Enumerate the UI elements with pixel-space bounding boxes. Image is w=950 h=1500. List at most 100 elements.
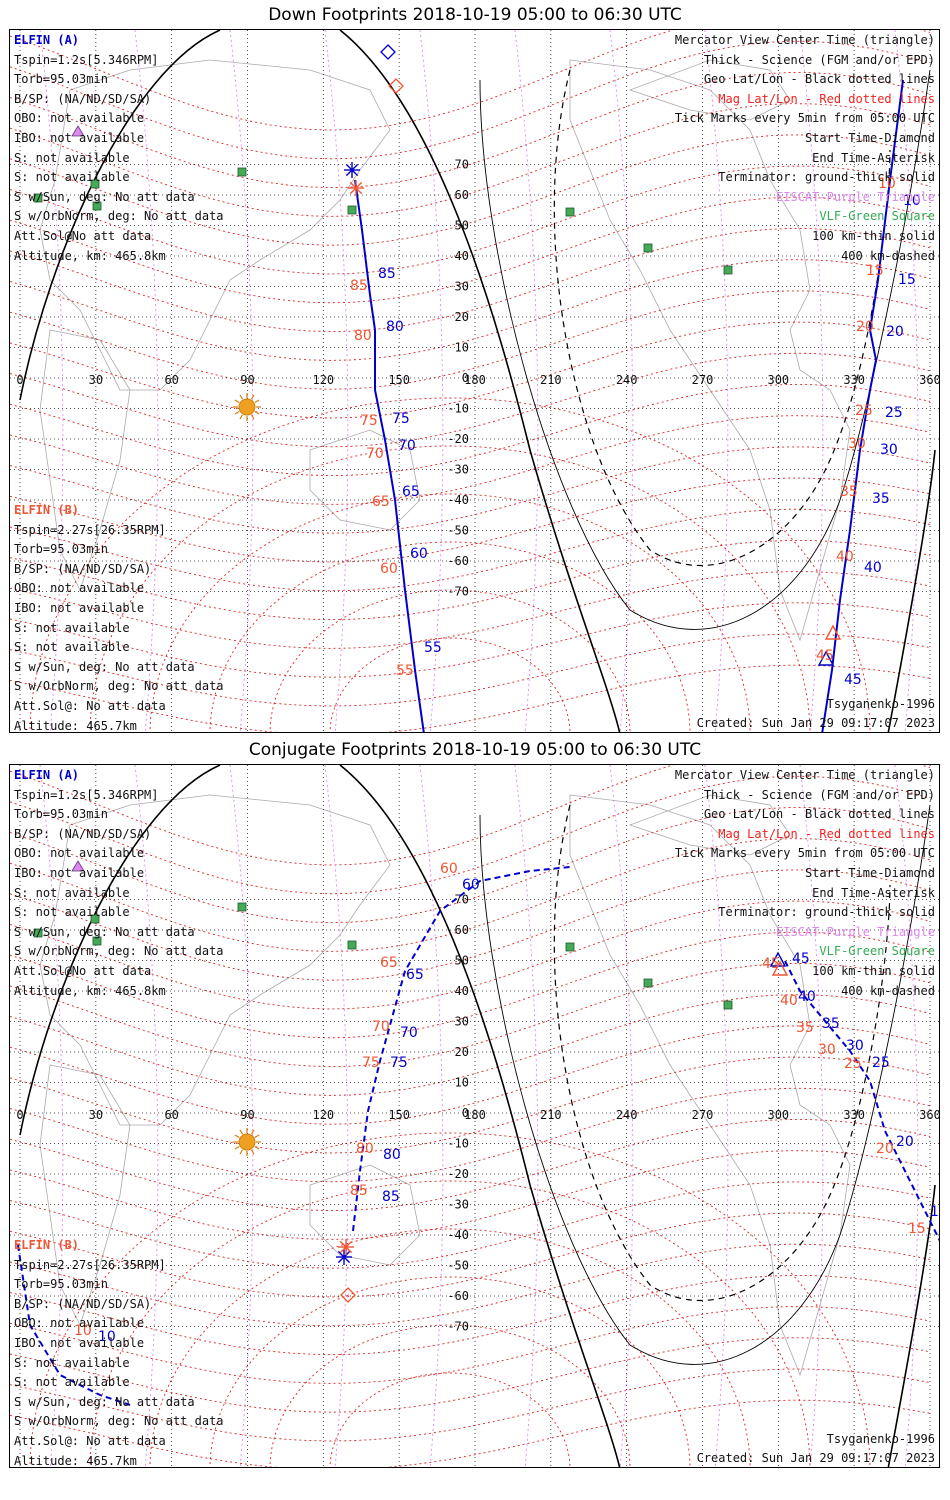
lat-tick-label: 70	[455, 158, 469, 172]
legend-line: End Time-Asterisk	[812, 150, 935, 165]
vlf-square-icon	[237, 902, 247, 912]
elfin-b-info-line: S: not available	[14, 620, 130, 635]
lon-tick-label: 180	[464, 373, 486, 387]
mag-lat-line-3	[10, 103, 931, 217]
mag-lat-line-12	[10, 1119, 931, 1212]
lon-tick-label: 0	[16, 1108, 23, 1122]
mag-lat-line-11	[10, 352, 931, 448]
sun-ray	[239, 414, 244, 420]
elfin-b-info-line: OBO: not available	[14, 581, 145, 596]
elfin-b-info-line: S: not available	[14, 1375, 130, 1390]
vlf-square-icon	[90, 179, 100, 189]
mag-lon-arc-1	[269, 589, 631, 732]
asterisk-stroke	[337, 1250, 351, 1264]
eiscat-line-6	[609, 765, 634, 1467]
vlf-square-icon	[90, 914, 100, 924]
elfin-a-tick-label: 75	[392, 411, 410, 427]
vlf-square-icon	[643, 978, 653, 988]
elfin-a-info-line: OBO: not available	[14, 111, 145, 126]
coastline-1	[39, 329, 131, 592]
map-canvas: 0 30 60 90 120 150 180 210 240 270 300 330 360706050…	[10, 30, 939, 732]
lat-tick-label: 0	[462, 1106, 469, 1120]
elfin-a-tick-label: 55	[424, 640, 442, 656]
mag-lat-line-20	[10, 633, 931, 707]
elfin-a-tick-label: 10	[903, 193, 921, 209]
sun-icon	[233, 1128, 261, 1156]
elfin-a-info-line: Tspin=1.2s[5.346RPM]	[14, 52, 159, 67]
vlf-square-icon	[643, 243, 653, 253]
mag-lon-arc-4	[89, 445, 811, 732]
mag-lat-line-8	[10, 259, 931, 361]
lat-tick-label: 70	[455, 893, 469, 907]
eiscat-line-0	[39, 30, 64, 732]
mag-lat-line-4	[10, 869, 931, 981]
elfin-b-info-line: Altitude: 465.7km	[14, 1453, 137, 1468]
elfin-a-info-line: S w/Sun, deg: No att data	[14, 189, 195, 204]
elfin-a-tick-label: 70	[398, 438, 416, 454]
eiscat-line-4	[419, 765, 444, 1467]
elfin-b-tick-label: 25	[844, 1056, 862, 1072]
elfin-a-info-line: S w/OrbNorm, deg: No att data	[14, 209, 224, 224]
elfin-a-tick-label: 35	[872, 491, 890, 507]
sun-ray	[254, 399, 260, 404]
mag-lat-line-16	[10, 1243, 931, 1327]
elfin-b-tick-label: 60	[440, 861, 458, 877]
terminator-far-east	[887, 1184, 936, 1467]
eiscat-line-3	[324, 30, 349, 732]
eiscat-line-4	[419, 30, 444, 732]
legend-line: Terminator: ground-thick solid	[718, 170, 935, 185]
terminator-west	[19, 765, 221, 1136]
lon-tick-label: 180	[464, 1108, 486, 1122]
mag-lat-line-18	[10, 1306, 931, 1384]
mag-lat-line-3	[10, 838, 931, 952]
lat-tick-label: 10	[455, 1076, 469, 1090]
lon-tick-label: 210	[540, 1108, 562, 1122]
elfin-a-info-line: S: not available	[14, 170, 130, 185]
sun-disc	[238, 1133, 256, 1151]
end-asterisk-icon	[348, 180, 364, 196]
legend-line: EISCAT-Purple Triangle	[776, 189, 935, 204]
terminator-east	[339, 765, 621, 1467]
start-diamond-icon	[380, 44, 396, 60]
elfin-a-tick-label: 20	[896, 1134, 914, 1150]
end-asterisk-icon	[338, 1239, 354, 1255]
end-asterisk-icon	[336, 1249, 352, 1265]
elfin-a-info-line: Tspin=1.2s[5.346RPM]	[14, 787, 159, 802]
lon-tick-label: 270	[692, 1108, 714, 1122]
elfin-b-info-line: Torb=95.03min	[14, 542, 108, 557]
mag-lat-line-16	[10, 508, 931, 592]
elfin-a-track-west	[354, 179, 425, 732]
coastline-4	[628, 794, 791, 856]
mag-lat-line-21	[10, 664, 931, 732]
eiscat-line-8	[799, 765, 824, 1467]
lon-tick-label: 300	[767, 373, 789, 387]
start-diamond-icon	[388, 78, 404, 94]
legend-line: Mag Lat/Lon - Red dotted lines	[718, 91, 935, 106]
mag-lat-line-12	[10, 384, 931, 477]
eiscat-grid	[39, 765, 919, 1467]
elfin-b-tick-label: 35	[796, 1020, 814, 1036]
lon-tick-label: 330	[843, 1108, 865, 1122]
elfin-b-info-line: S w/OrbNorm, deg: No att data	[14, 679, 224, 694]
mag-lat-line-21	[10, 1399, 931, 1467]
elfin-a-info-line: Torb=95.03min	[14, 72, 108, 87]
geo-grid	[10, 765, 939, 1467]
eiscat-triangle-icon	[71, 125, 85, 137]
model-label: Tsyganenko-1996	[826, 1432, 935, 1446]
lon-tick-label: 240	[616, 373, 638, 387]
elfin-b-info-line: IBO: not available	[14, 601, 145, 615]
elfin-a-info-line: Torb=95.03min	[14, 807, 108, 822]
elfin-a-tick-label: 35	[822, 1016, 840, 1032]
coastlines	[39, 794, 851, 1377]
lat-tick-label: 30	[455, 1015, 469, 1029]
legend-line: Tick Marks every 5min from 05:00 UTC	[674, 846, 935, 861]
eiscat-line-9	[894, 765, 919, 1467]
eiscat-line-7	[704, 30, 729, 732]
sun-ray	[250, 394, 255, 400]
mag-lat-line-7	[10, 963, 931, 1068]
vlf-square-icon	[33, 928, 43, 938]
legend-line: Start Time-Diamond	[804, 866, 935, 880]
eiscat-triangle-icon	[71, 860, 85, 872]
elfin-a-tick-label: 25	[872, 1055, 890, 1071]
mag-lon-arc-5	[29, 397, 871, 732]
